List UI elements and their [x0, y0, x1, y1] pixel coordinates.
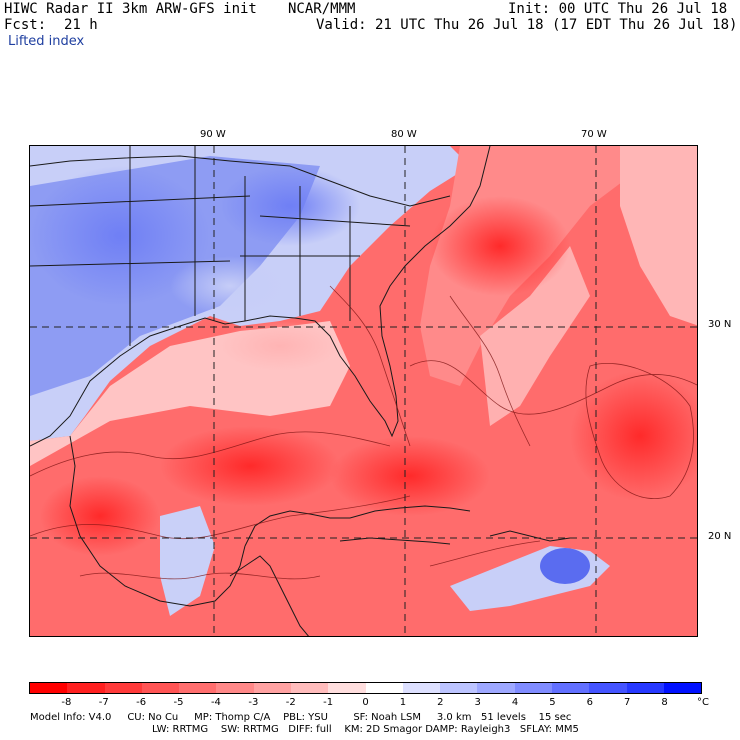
- colorbar-tick-label: -8: [61, 697, 72, 708]
- contours: [30, 285, 697, 580]
- colorbar-swatch: [141, 683, 180, 693]
- colorbar-swatch: [514, 683, 552, 693]
- colorbar-swatch: [551, 683, 590, 693]
- colorbar-swatch: [67, 683, 105, 693]
- forecast-label: Fcst:: [4, 17, 47, 33]
- colorbar-swatch: [290, 683, 329, 693]
- lat-label-30n: 30 N: [708, 319, 732, 330]
- colorbar-swatch: [365, 683, 403, 693]
- colorbar-tick-label: 6: [586, 697, 594, 708]
- colorbar-tick-label: 1: [399, 697, 407, 708]
- valid-time: Valid: 21 UTC Thu 26 Jul 18 (17 EDT Thu …: [316, 17, 738, 33]
- footer-line-1: Model Info: V4.0 CU: No Cu MP: Thomp C/A…: [30, 712, 572, 723]
- colorbar-tick-label: 3: [474, 697, 481, 708]
- map-canvas: [30, 146, 697, 636]
- footer-line-2: LW: RRTMG SW: RRTMG DIFF: full KM: 2D Sm…: [152, 724, 579, 735]
- colorbar-swatch: [663, 683, 702, 693]
- latlon-grid: [30, 146, 697, 636]
- colorbar-tick-label: -5: [173, 697, 184, 708]
- colorbar-swatch: [216, 683, 254, 693]
- lifted-index-map: [29, 145, 698, 637]
- colorbar-tick-label: 8: [661, 697, 668, 708]
- colorbar-tick-label: 7: [624, 697, 631, 708]
- colorbar-swatch: [104, 683, 142, 693]
- colorbar-swatch: [402, 683, 441, 693]
- colorbar-unit: °C: [697, 697, 709, 708]
- lon-label-80w: 80 W: [391, 129, 417, 140]
- colorbar-tick-label: 0: [362, 697, 369, 708]
- pacific-stable-pocket: [160, 506, 215, 616]
- colorbar-swatch: [626, 683, 664, 693]
- coastlines: [30, 146, 571, 636]
- forecast-hour: 21 h: [64, 17, 98, 33]
- colorbar-tick-label: -4: [210, 697, 221, 708]
- colorbar-tick-label: -6: [136, 697, 147, 708]
- atlantic-pink-streak: [480, 246, 590, 426]
- colorbar-swatch: [30, 683, 68, 693]
- init-time: Init: 00 UTC Thu 26 Jul 18: [508, 1, 728, 17]
- colorbar-tick-label: -3: [248, 697, 259, 708]
- lat-label-20n: 20 N: [708, 531, 732, 542]
- colorbar-swatch: [179, 683, 217, 693]
- lon-label-70w: 70 W: [581, 129, 607, 140]
- colorbar: [29, 682, 702, 694]
- caribbean-stable-core: [540, 548, 590, 584]
- atlantic-pink-band: [620, 146, 697, 326]
- colorbar-tick-label: -1: [323, 697, 334, 708]
- colorbar-tick-label: 4: [511, 697, 519, 708]
- colorbar-tick-label: -7: [98, 697, 109, 708]
- model-title: HIWC Radar II 3km ARW-GFS init: [4, 1, 257, 17]
- colorbar-swatch: [328, 683, 366, 693]
- colorbar-tick-label: 2: [437, 697, 444, 708]
- colorbar-swatch: [477, 683, 515, 693]
- field-name: Lifted index: [8, 34, 85, 49]
- colorbar-tick-label: -2: [285, 697, 296, 708]
- lon-label-90w: 90 W: [200, 129, 226, 140]
- org-label: NCAR/MMM: [288, 1, 356, 17]
- colorbar-swatch: [253, 683, 291, 693]
- colorbar-swatch: [589, 683, 627, 693]
- colorbar-tick-label: 5: [549, 697, 556, 708]
- colorbar-swatch: [440, 683, 478, 693]
